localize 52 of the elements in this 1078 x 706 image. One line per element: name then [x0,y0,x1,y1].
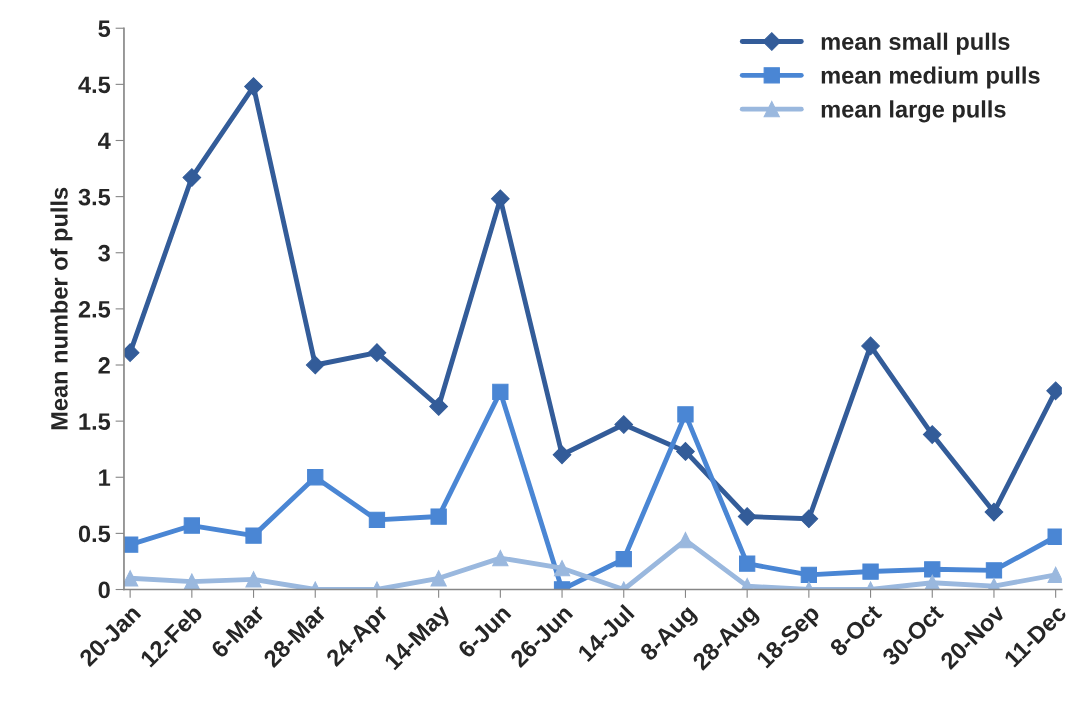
point [984,502,1004,522]
point [368,511,386,529]
point [490,189,510,209]
point [123,536,139,553]
y-tick-label: 1.5 [79,413,111,430]
point [492,383,509,401]
y-tick-label: 4 [98,132,111,150]
point [430,570,447,587]
point [676,442,695,461]
point [430,508,447,525]
point [244,77,263,96]
point [307,469,324,486]
y-tick-label: 0 [98,581,110,599]
point [123,570,139,587]
point [862,563,879,580]
point [924,561,941,578]
point [800,566,818,584]
point [182,168,202,187]
point [553,560,571,577]
point [737,507,757,526]
y-tick-label: 3.5 [78,188,111,206]
point [985,562,1003,579]
point [245,527,262,544]
y-tick-label: 0.5 [78,525,111,543]
legend-label: mean medium pulls [821,66,1040,89]
point [1047,566,1062,584]
y-tick-label: 3 [98,244,110,262]
point [922,425,942,444]
point [245,571,262,588]
point [305,355,325,375]
point [615,551,632,568]
legend-label: mean small pulls [821,32,1010,55]
y-axis-title: Mean number of pulls [50,187,73,430]
point [924,574,941,590]
point [861,336,880,356]
point [614,415,634,434]
point [429,397,449,416]
y-tick-label: 5 [98,20,111,38]
y-tick-label: 1 [99,469,111,486]
point [492,549,509,567]
point [677,531,694,549]
y-tick-label: 2 [98,357,110,374]
point [367,343,387,363]
point [677,406,694,423]
y-tick-label: 4.5 [78,76,111,94]
point [738,555,756,572]
point [183,517,200,534]
point [799,509,819,529]
y-tick-label: 2.5 [78,300,111,318]
point [183,573,200,590]
legend-label: mean large pulls [821,100,1006,123]
point [552,445,572,465]
